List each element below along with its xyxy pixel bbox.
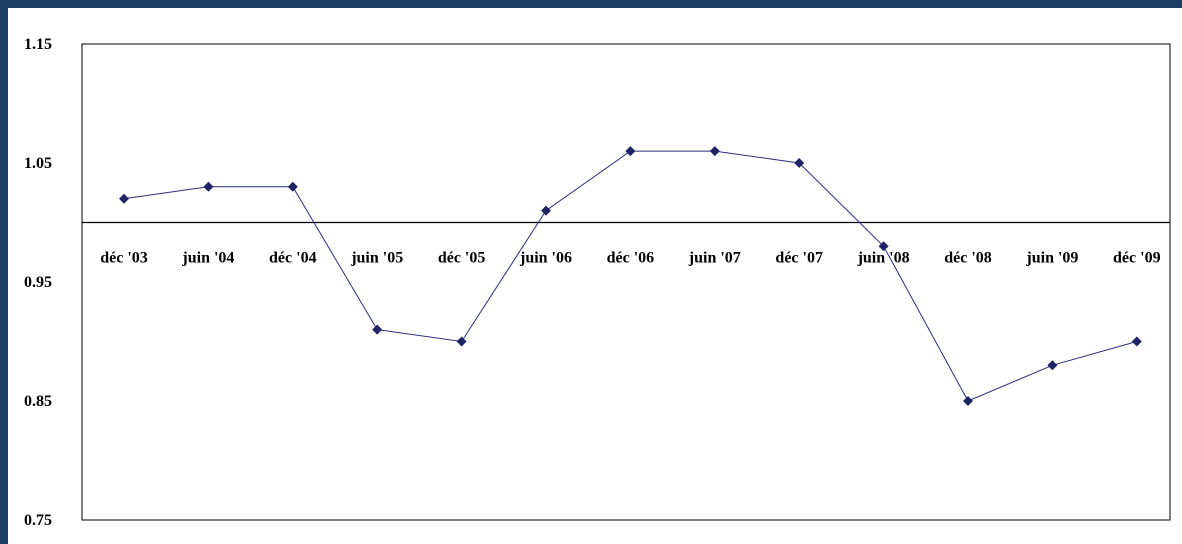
x-tick-label: déc '06 xyxy=(607,250,655,267)
x-tick-label: déc '07 xyxy=(775,250,823,267)
y-axis-ticks: 1.15 1.05 0.95 0.85 0.75 xyxy=(24,36,52,529)
x-tick-label: déc '05 xyxy=(438,250,486,267)
y-tick-label: 0.75 xyxy=(24,512,52,529)
x-tick-label: juin '07 xyxy=(688,250,741,267)
x-axis-ticks: déc '03 juin '04 déc '04 juin '05 déc '05 jui… xyxy=(100,250,1160,267)
data-point-marker xyxy=(287,181,298,192)
y-tick-label: 0.85 xyxy=(24,393,52,410)
series-markers xyxy=(119,146,1142,406)
y-tick-label: 0.95 xyxy=(24,274,52,291)
data-point-marker xyxy=(709,146,720,157)
plot-area xyxy=(81,43,1171,521)
data-point-marker xyxy=(456,336,467,347)
y-tick-label: 1.05 xyxy=(24,155,52,172)
data-point-marker xyxy=(878,241,889,252)
data-point-marker xyxy=(541,205,551,216)
x-tick-label: déc '09 xyxy=(1113,250,1161,267)
data-point-marker xyxy=(794,158,805,168)
x-tick-label: déc '08 xyxy=(944,250,992,267)
x-tick-label: déc '03 xyxy=(100,250,148,267)
x-tick-label: juin '08 xyxy=(857,250,910,267)
y-tick-label: 1.15 xyxy=(24,36,52,53)
data-point-marker xyxy=(119,193,129,204)
x-tick-label: déc '04 xyxy=(269,250,317,267)
data-point-marker xyxy=(372,324,383,335)
x-tick-label: juin '04 xyxy=(181,250,234,267)
x-tick-label: juin '06 xyxy=(519,250,572,267)
x-tick-label: juin '09 xyxy=(1025,250,1078,267)
data-point-marker xyxy=(203,181,214,192)
data-point-marker xyxy=(1131,336,1142,347)
data-point-marker xyxy=(1047,360,1058,371)
data-point-marker xyxy=(963,396,973,406)
x-tick-label: juin '05 xyxy=(350,250,403,267)
data-point-marker xyxy=(625,146,636,157)
